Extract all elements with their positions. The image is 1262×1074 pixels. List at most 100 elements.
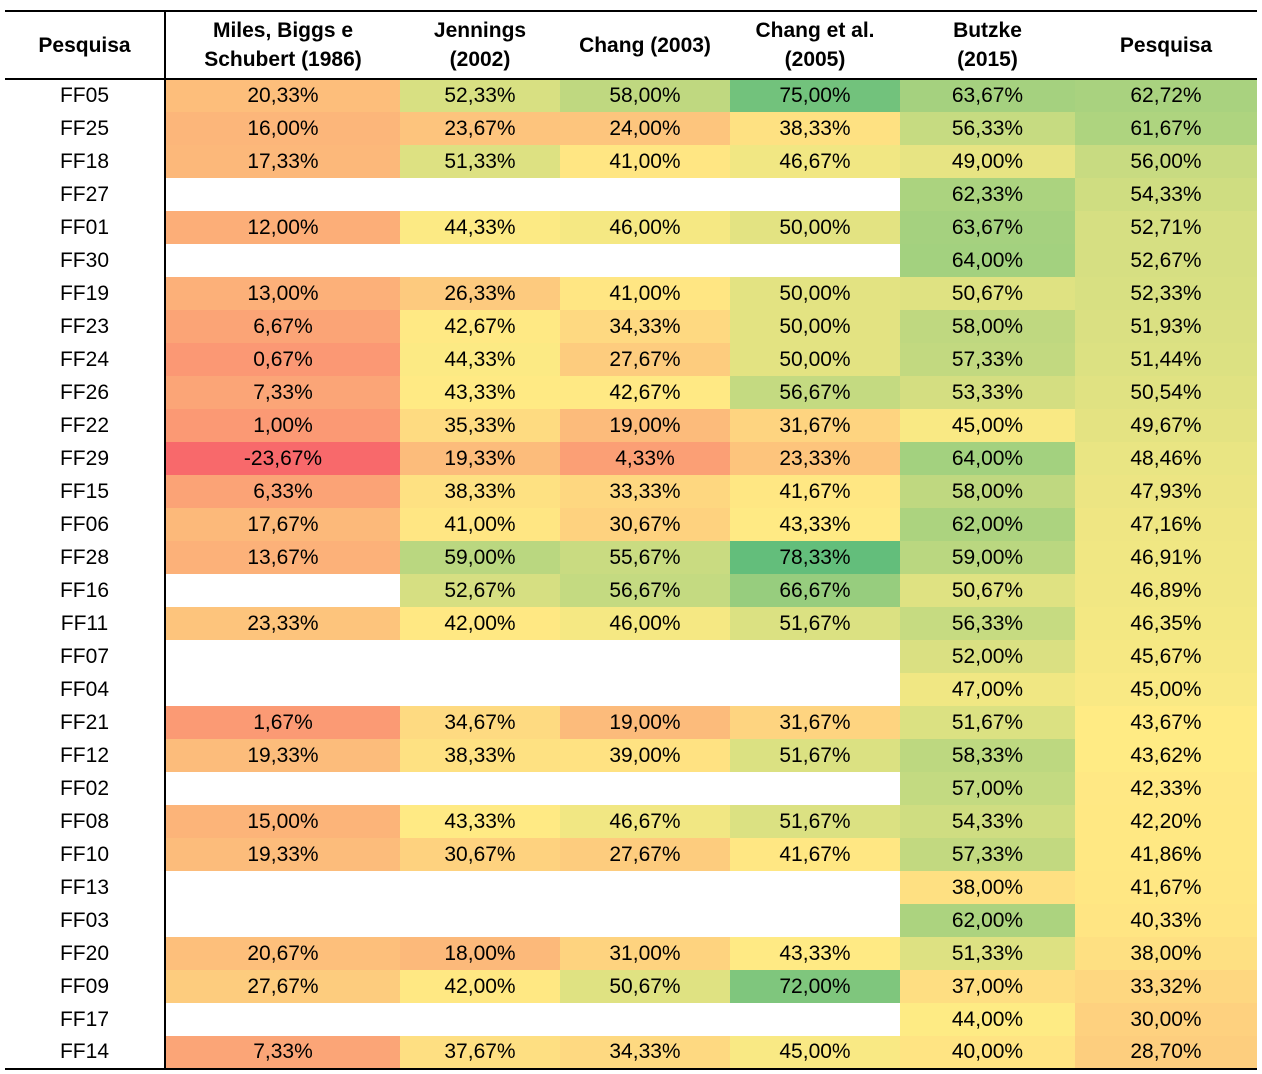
table-cell: 62,00% — [900, 904, 1075, 937]
table-row: FF25 16,00% 23,67% 24,00% 38,33% 56,33% 61,67% — [5, 112, 1257, 145]
table-cell: 42,00% — [400, 607, 560, 640]
row-label: FF04 — [5, 673, 166, 706]
table-cell: 46,89% — [1075, 574, 1257, 607]
table-cell: 28,70% — [1075, 1036, 1257, 1070]
table-cell — [400, 640, 560, 673]
table-cell: 56,33% — [900, 607, 1075, 640]
table-cell: 51,44% — [1075, 343, 1257, 376]
table-cell — [165, 178, 400, 211]
table-cell: 51,93% — [1075, 310, 1257, 343]
table-cell: 58,00% — [560, 79, 730, 112]
row-label: FF16 — [5, 574, 166, 607]
table-row: FF07 52,00% 45,67% — [5, 640, 1257, 673]
row-label: FF13 — [5, 871, 166, 904]
table-cell: 19,33% — [165, 838, 400, 871]
column-header-2: Jennings (2002) — [400, 10, 560, 80]
table-cell: 40,33% — [1075, 904, 1257, 937]
table-cell: 52,71% — [1075, 211, 1257, 244]
row-label: FF12 — [5, 739, 166, 772]
table-cell: 7,33% — [165, 1036, 400, 1070]
table-cell: 46,35% — [1075, 607, 1257, 640]
table-cell — [165, 772, 400, 805]
table-cell: 41,67% — [1075, 871, 1257, 904]
column-header-6: Pesquisa — [1075, 10, 1257, 80]
table-row: FF30 64,00% 52,67% — [5, 244, 1257, 277]
table-cell: 0,67% — [165, 343, 400, 376]
row-label: FF18 — [5, 145, 166, 178]
table-row: FF06 17,67% 41,00% 30,67% 43,33% 62,00% 47,16% — [5, 508, 1257, 541]
table-cell: 43,62% — [1075, 739, 1257, 772]
table-cell: 27,67% — [165, 970, 400, 1003]
table-cell: 66,67% — [730, 574, 900, 607]
row-label: FF06 — [5, 508, 166, 541]
table-cell: 30,67% — [560, 508, 730, 541]
column-header-line: Chang et al. — [755, 19, 875, 42]
table-cell — [730, 244, 900, 277]
table-cell: 19,33% — [400, 442, 560, 475]
table-cell — [165, 871, 400, 904]
row-label: FF21 — [5, 706, 166, 739]
table-cell: 43,33% — [730, 937, 900, 970]
table-cell — [165, 244, 400, 277]
row-label: FF07 — [5, 640, 166, 673]
table-cell: 57,33% — [900, 343, 1075, 376]
table-cell: 12,00% — [165, 211, 400, 244]
row-label: FF10 — [5, 838, 166, 871]
table-row: FF11 23,33% 42,00% 46,00% 51,67% 56,33% 46,35% — [5, 607, 1257, 640]
table-cell — [560, 871, 730, 904]
row-label: FF19 — [5, 277, 166, 310]
table-cell: 52,67% — [1075, 244, 1257, 277]
row-label: FF17 — [5, 1003, 166, 1036]
table-cell: 27,67% — [560, 343, 730, 376]
table-row: FF20 20,67% 18,00% 31,00% 43,33% 51,33% 38,00% — [5, 937, 1257, 970]
table-cell — [165, 673, 400, 706]
table-cell: 4,33% — [560, 442, 730, 475]
table-cell: 23,33% — [730, 442, 900, 475]
table-cell: 51,33% — [400, 145, 560, 178]
table-cell: 49,67% — [1075, 409, 1257, 442]
table-cell: 72,00% — [730, 970, 900, 1003]
table-cell — [730, 871, 900, 904]
table-row: FF13 38,00% 41,67% — [5, 871, 1257, 904]
row-label: FF25 — [5, 112, 166, 145]
table-cell: 44,33% — [400, 211, 560, 244]
table-row: FF05 20,33% 52,33% 58,00% 75,00% 63,67% 62,72% — [5, 79, 1257, 112]
table-cell: 34,33% — [560, 310, 730, 343]
table-cell: 41,86% — [1075, 838, 1257, 871]
table-cell: 44,33% — [400, 343, 560, 376]
table-cell — [730, 640, 900, 673]
table-cell: 31,67% — [730, 706, 900, 739]
table-cell: 31,67% — [730, 409, 900, 442]
table-cell: 42,20% — [1075, 805, 1257, 838]
column-header-line: Butzke — [953, 19, 1022, 42]
table-cell — [560, 772, 730, 805]
table-cell: 41,00% — [560, 277, 730, 310]
table-cell: 19,00% — [560, 706, 730, 739]
table-cell: 39,00% — [560, 739, 730, 772]
table-cell: 41,67% — [730, 475, 900, 508]
column-header-1: Miles, Biggs e Schubert (1986) — [165, 10, 400, 80]
table-cell — [165, 904, 400, 937]
table-cell: 35,33% — [400, 409, 560, 442]
table-cell: 59,00% — [400, 541, 560, 574]
table-cell: 30,00% — [1075, 1003, 1257, 1036]
row-label: FF01 — [5, 211, 166, 244]
table-cell: 13,67% — [165, 541, 400, 574]
table-row: FF03 62,00% 40,33% — [5, 904, 1257, 937]
table-cell: 45,00% — [1075, 673, 1257, 706]
table-row: FF26 7,33% 43,33% 42,67% 56,67% 53,33% 50,54% — [5, 376, 1257, 409]
table-row: FF28 13,67% 59,00% 55,67% 78,33% 59,00% 46,91% — [5, 541, 1257, 574]
results-table: Pesquisa Miles, Biggs e Schubert (1986) Jen… — [5, 10, 1257, 1070]
table-cell — [400, 178, 560, 211]
row-label: FF23 — [5, 310, 166, 343]
table-cell: 20,33% — [165, 79, 400, 112]
table-cell: 45,67% — [1075, 640, 1257, 673]
table-cell — [400, 871, 560, 904]
table-cell: 57,33% — [900, 838, 1075, 871]
table-cell: 44,00% — [900, 1003, 1075, 1036]
table-cell: 23,67% — [400, 112, 560, 145]
table-cell: 37,67% — [400, 1036, 560, 1070]
table-cell: 46,00% — [560, 211, 730, 244]
column-header-4: Chang et al. (2005) — [730, 10, 900, 80]
table-cell — [730, 1003, 900, 1036]
